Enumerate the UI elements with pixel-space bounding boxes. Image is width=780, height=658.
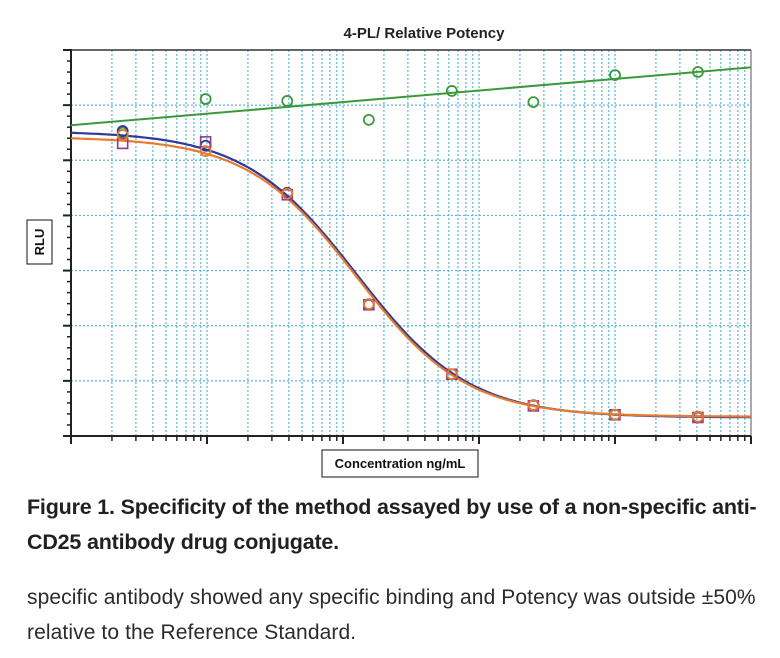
y-axis-label: RLU — [32, 229, 47, 256]
figure-caption-title: Figure 1. Specificity of the method assa… — [27, 495, 757, 554]
circle-marker — [281, 187, 294, 200]
circle-marker — [281, 95, 294, 107]
circle-marker — [445, 368, 458, 381]
circle-marker — [362, 113, 375, 126]
circle-marker — [445, 85, 458, 97]
circle-marker — [116, 125, 129, 137]
circle-marker — [692, 410, 704, 423]
square-marker — [116, 137, 129, 150]
grid-lines — [71, 50, 751, 436]
chart-title: 4-PL/ Relative Potency — [344, 25, 506, 42]
axes — [63, 49, 752, 444]
4pl-fit-curve — [70, 131, 751, 419]
circle-marker — [609, 69, 621, 81]
circle-marker — [116, 129, 129, 141]
circle-marker — [362, 298, 375, 310]
4pl-fit-curve — [71, 137, 751, 418]
figure-caption-body: specific antibody showed any specific bi… — [27, 586, 756, 644]
fit-curves — [70, 66, 752, 419]
chart: 4-PL/ Relative Potency RLU Concentration… — [26, 25, 752, 478]
circle-marker — [199, 145, 212, 158]
linear-fit-line — [70, 66, 752, 127]
x-axis-label: Concentration ng/mL — [335, 456, 466, 471]
circle-marker — [692, 66, 704, 78]
x-axis-label-box: Concentration ng/mL — [321, 449, 479, 478]
circle-marker — [527, 96, 540, 109]
circle-marker — [527, 399, 540, 412]
circle-marker — [609, 408, 621, 421]
data-points — [116, 66, 704, 424]
y-axis-label-box: RLU — [26, 219, 53, 265]
circle-marker — [199, 93, 212, 105]
